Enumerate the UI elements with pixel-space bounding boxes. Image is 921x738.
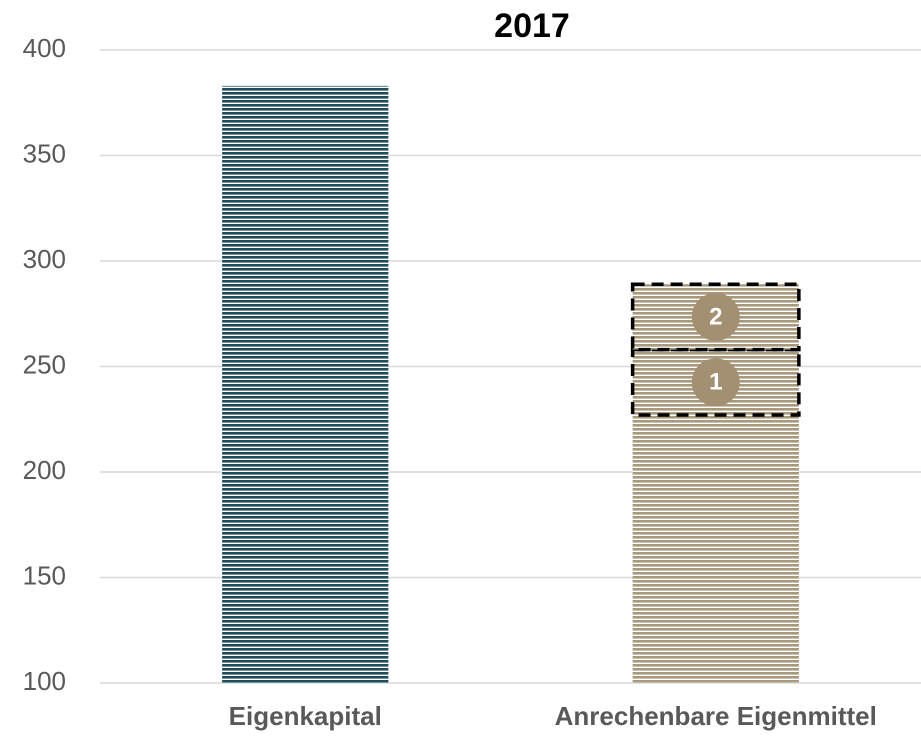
- x-tick-label: Anrechenbare Eigenmittel: [555, 701, 877, 731]
- chart-title: 2017: [494, 7, 570, 45]
- segment-badge: [691, 358, 740, 407]
- y-tick-label: 400: [23, 33, 66, 63]
- segment-label: 1: [709, 369, 722, 396]
- segment-badge: [691, 292, 740, 341]
- x-tick-label: Eigenkapital: [229, 701, 382, 731]
- bar-segment: [632, 415, 799, 683]
- y-tick-label: 150: [23, 560, 66, 590]
- y-tick-label: 100: [23, 666, 66, 696]
- y-tick-label: 350: [23, 138, 66, 168]
- y-tick-label: 250: [23, 349, 66, 379]
- segment-label: 2: [709, 303, 722, 330]
- y-tick-label: 300: [23, 244, 66, 274]
- y-tick-label: 200: [23, 455, 66, 485]
- segment-outline: [630, 282, 801, 352]
- bar-segment: [222, 85, 389, 684]
